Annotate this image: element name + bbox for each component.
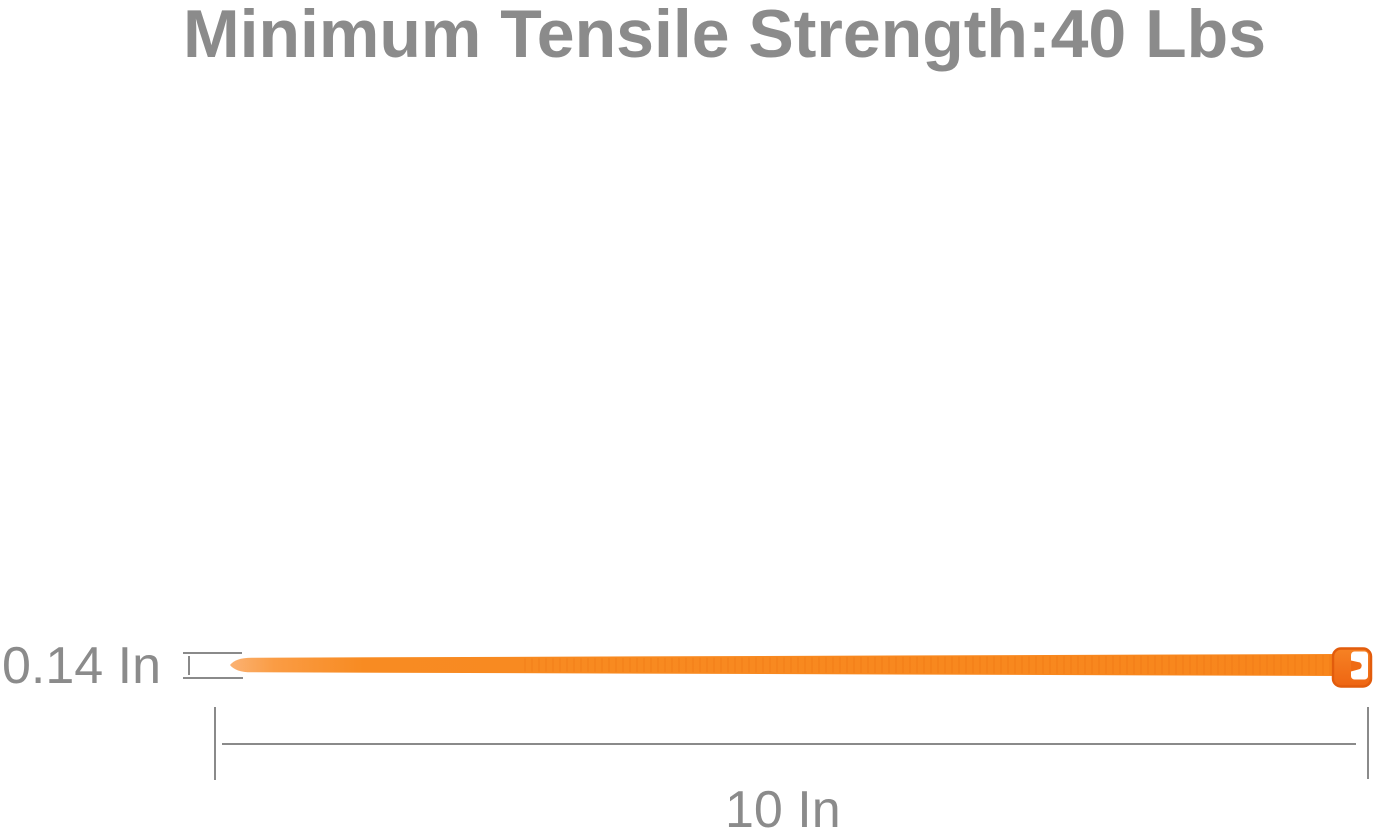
length-dimension-label: 10 In	[725, 781, 841, 833]
length-dim-left-tick	[214, 707, 216, 780]
tensile-strength-title: Minimum Tensile Strength:40 Lbs	[182, 0, 1267, 72]
length-dim-line	[222, 743, 1356, 745]
cable-tie-serrations	[523, 655, 1337, 675]
cable-tie-head-pawl	[1351, 660, 1362, 672]
thickness-bracket-tick	[188, 656, 190, 675]
thickness-dimension-label: 0.14 In	[2, 637, 162, 695]
thickness-bracket-top-line	[183, 652, 242, 654]
length-dim-right-tick	[1367, 707, 1369, 779]
thickness-bracket-bottom-line	[183, 677, 243, 679]
cable-tie-graphic	[230, 647, 1373, 688]
